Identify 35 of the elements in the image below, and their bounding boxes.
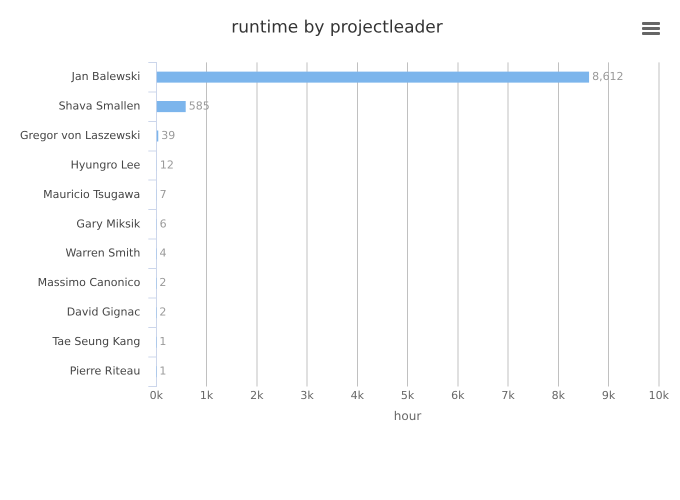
x-tick-label: 0k bbox=[150, 388, 164, 402]
x-tick-label: 1k bbox=[200, 388, 214, 402]
x-tick-label: 9k bbox=[602, 388, 616, 402]
x-tick-label: 2k bbox=[250, 388, 264, 402]
x-axis-title: hour bbox=[394, 408, 422, 423]
y-tick-label: Mauricio Tsugawa bbox=[43, 188, 140, 201]
y-tick-label: Jan Balewski bbox=[70, 70, 140, 83]
data-label: 12 bbox=[160, 158, 174, 172]
y-tick-label: Warren Smith bbox=[65, 246, 140, 260]
y-tick-label: Pierre Riteau bbox=[70, 364, 140, 378]
y-tick-label: Massimo Canonico bbox=[38, 276, 141, 290]
data-label: 2 bbox=[159, 306, 166, 319]
data-label: 4 bbox=[160, 246, 167, 260]
x-tick-label: 7k bbox=[501, 388, 516, 402]
x-tick-label: 5k bbox=[400, 388, 415, 402]
y-tick-label: Gregor von Laszewski bbox=[20, 128, 140, 142]
y-tick-label: Gary Miksik bbox=[76, 217, 141, 230]
bar bbox=[156, 101, 186, 112]
y-tick-label: Hyungro Lee bbox=[70, 158, 141, 172]
x-tick-label: 3k bbox=[300, 388, 314, 402]
chart-title: runtime by projectleader bbox=[231, 18, 443, 38]
data-label: 1 bbox=[159, 364, 166, 378]
data-label: 2 bbox=[159, 276, 166, 290]
data-label: 6 bbox=[160, 217, 167, 230]
x-tick-label: 4k bbox=[350, 388, 365, 402]
x-tick-label: 8k bbox=[552, 388, 566, 402]
y-tick-label: Tae Seung Kang bbox=[52, 335, 140, 348]
data-label: 39 bbox=[161, 128, 176, 142]
data-label: 7 bbox=[160, 188, 167, 201]
x-tick-label: 10k bbox=[648, 388, 670, 402]
x-tick-label: 6k bbox=[451, 388, 466, 402]
bar bbox=[156, 72, 590, 83]
y-tick-label: David Gignac bbox=[66, 306, 140, 319]
data-label: 1 bbox=[159, 335, 166, 348]
y-tick-label: Shava Smallen bbox=[58, 99, 140, 112]
